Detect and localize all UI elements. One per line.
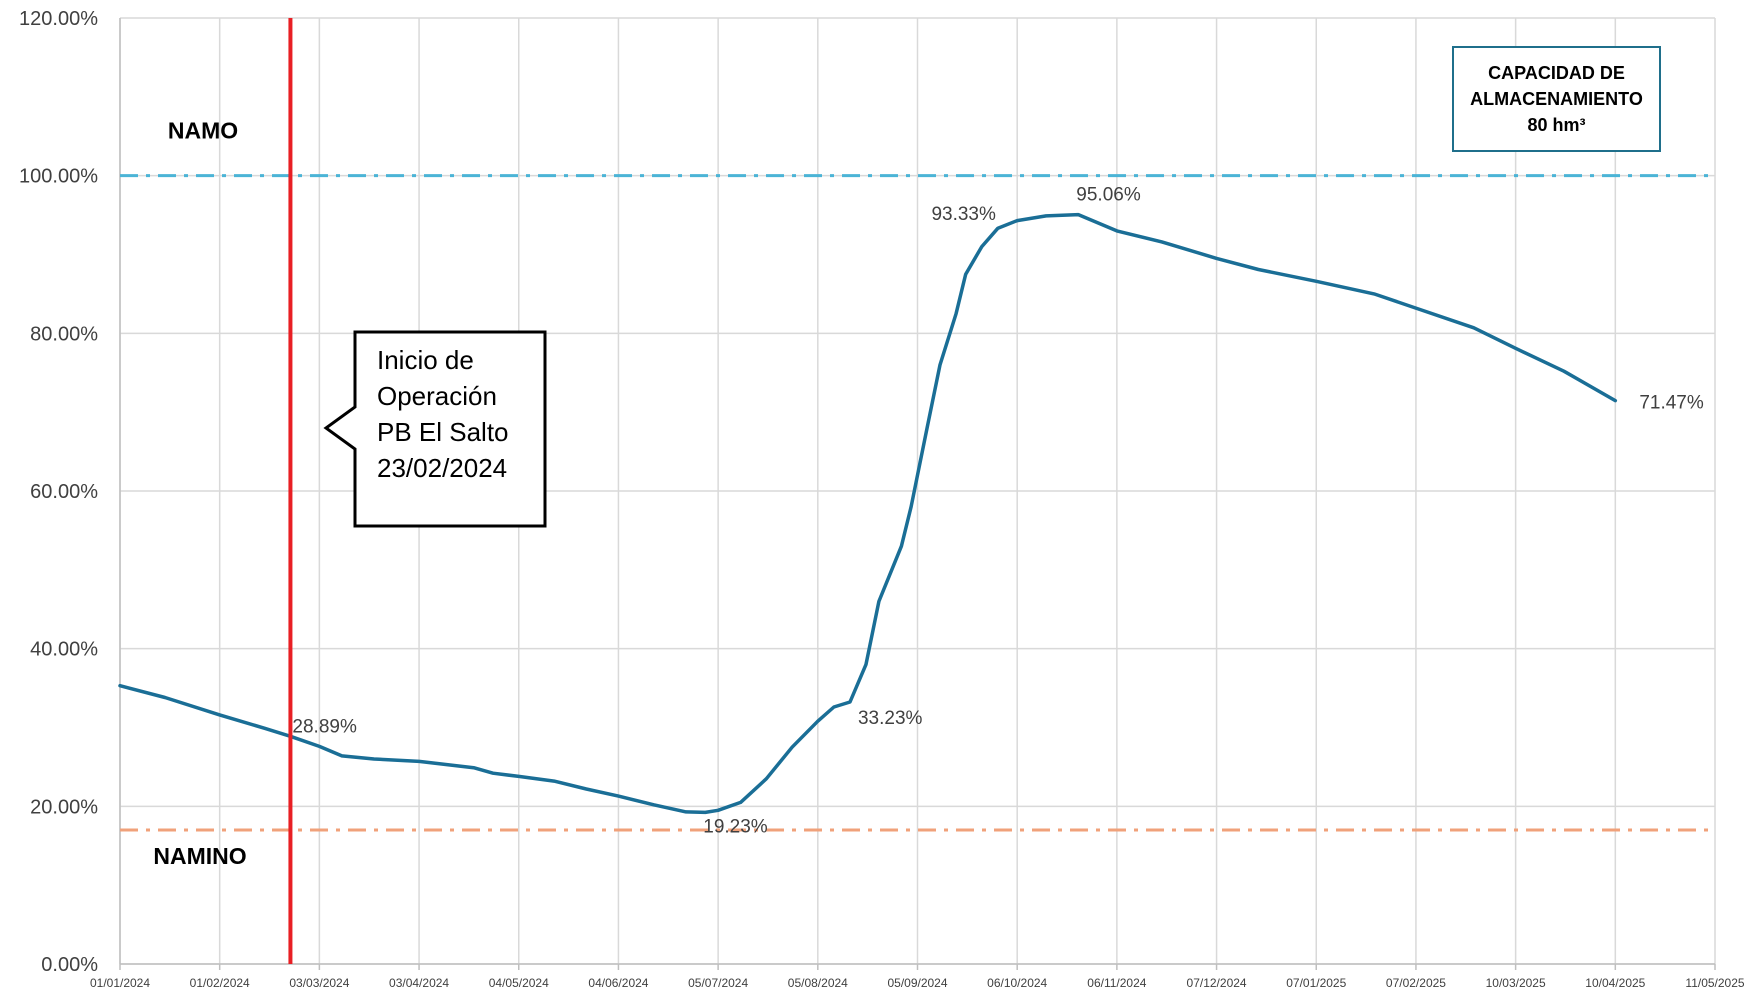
reference-label: NAMO (168, 118, 238, 144)
callout-line: Operación (377, 381, 497, 411)
x-tick-label: 06/11/2024 (1087, 976, 1146, 990)
series-layer (118, 212, 1618, 815)
data-label: 28.89% (292, 716, 357, 737)
y-tick-label: 40.00% (30, 639, 98, 661)
data-label: 33.23% (858, 708, 923, 729)
x-axis: 01/01/2024 01/02/2024 03/03/2024 03/04/2024… (90, 976, 1745, 990)
y-tick-label: 80.00% (30, 323, 98, 345)
x-tick-label: 07/01/2025 (1286, 976, 1346, 990)
x-tick-label: 01/01/2024 (90, 976, 150, 990)
capacity-title-line: CAPACIDAD DE (1488, 63, 1625, 83)
data-labels: 28.89% 19.23% 33.23% 93.33% 95.06% 71.47% (292, 185, 1703, 838)
callout (323, 330, 547, 528)
x-tick-label: 01/02/2024 (190, 976, 250, 990)
y-tick-label: 20.00% (30, 796, 98, 818)
y-axis: 0.00% 20.00% 40.00% 60.00% 80.00% 100.00% 120.… (19, 8, 98, 976)
x-tick-label: 04/05/2024 (489, 976, 549, 990)
data-label: 95.06% (1076, 185, 1141, 206)
capacity-value: 80 hm³ (1527, 115, 1586, 135)
reference-lines: NAMO NAMINO (120, 118, 1715, 869)
x-tick-label: 05/09/2024 (887, 976, 947, 990)
x-tick-label: 10/03/2025 (1486, 976, 1546, 990)
series-line (118, 212, 1618, 815)
x-tick-label: 07/02/2025 (1386, 976, 1446, 990)
callout-line: PB El Salto (377, 417, 509, 447)
x-tick-label: 07/12/2024 (1187, 976, 1247, 990)
y-tick-label: 60.00% (30, 481, 98, 503)
x-tick-label: 10/04/2025 (1585, 976, 1645, 990)
data-label: 71.47% (1639, 393, 1704, 414)
data-label: 19.23% (703, 816, 768, 837)
callout-line: 23/02/2024 (377, 453, 508, 483)
y-tick-label: 0.00% (41, 954, 98, 976)
capacity-title-line: ALMACENAMIENTO (1470, 89, 1643, 109)
y-tick-label: 100.00% (19, 166, 98, 188)
storage-capacity-box: CAPACIDAD DE ALMACENAMIENTO 80 hm³ (1452, 46, 1661, 152)
y-tick-label: 120.00% (19, 8, 98, 30)
callout-text: Inicio de Operación PB El Salto 23/02/20… (377, 342, 509, 486)
data-label: 93.33% (931, 204, 996, 225)
x-tick-label: 04/06/2024 (588, 976, 648, 990)
x-tick-label: 06/10/2024 (987, 976, 1047, 990)
x-tick-label: 05/07/2024 (688, 976, 748, 990)
callout-line: Inicio de (377, 345, 474, 375)
reference-label: NAMINO (153, 843, 246, 869)
x-tick-label: 03/03/2024 (289, 976, 349, 990)
x-tick-label: 05/08/2024 (788, 976, 848, 990)
x-tick-label: 11/05/2025 (1685, 976, 1744, 990)
x-tick-label: 03/04/2024 (389, 976, 449, 990)
